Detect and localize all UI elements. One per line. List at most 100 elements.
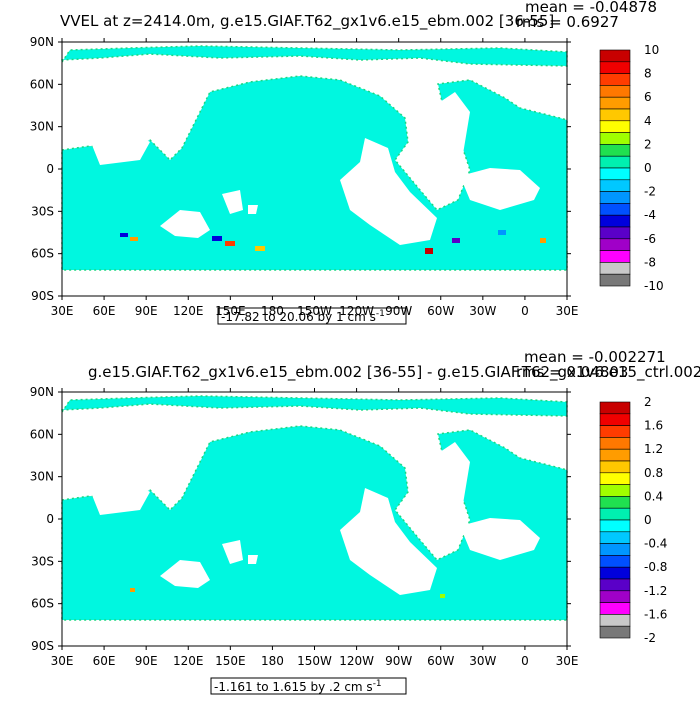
- panel-1-lon-label: 120E: [173, 304, 204, 318]
- panel-1-colorbar-swatch: [599, 108, 631, 122]
- panel-2-lat-label: 60S: [31, 597, 54, 611]
- panel-2: g.e15.GIAF.T62_gx1v6.e15_ebm.002 [36-55]…: [30, 348, 700, 695]
- panel-1-colorbar-swatch: [599, 144, 631, 157]
- panel-1-colorbar-swatch: [599, 226, 631, 240]
- panel-1-range-box: -17.82 to 20.06 by 1 cm s-1: [217, 307, 407, 325]
- panel-1-colorbar: 10 8 6 4 2 0 -2 -4 -6 -8 -10: [599, 43, 664, 293]
- panel-2-colorbar-label: 1.2: [644, 442, 663, 456]
- panel-2-lat-label: 0: [46, 512, 54, 526]
- panel-2-colorbar-label: 2: [644, 395, 652, 409]
- panel-2-colorbar-swatch: [599, 614, 631, 627]
- panel-1-lon-label: 0: [521, 304, 529, 318]
- panel-2-colorbar-swatch: [599, 448, 631, 462]
- panel-1-lon-label: 30E: [556, 304, 579, 318]
- panel-2-hotspots: [130, 588, 445, 598]
- panel-2-lon-label: 30W: [469, 654, 496, 668]
- panel-2-lon-label: 0: [521, 654, 529, 668]
- panel-1-lat-label: 60S: [31, 247, 54, 261]
- panel-1-colorbar-label: 8: [644, 67, 652, 81]
- panel-1-lon-label: 30E: [51, 304, 74, 318]
- panel-2-range-box: -1.161 to 1.615 by .2 cm s-1: [210, 677, 407, 695]
- panel-2-colorbar-swatch: [599, 625, 631, 639]
- panel-2-colorbar-swatch: [599, 519, 631, 533]
- panel-2-colorbar-swatch: [599, 413, 631, 426]
- panel-1-colorbar-label: -8: [644, 255, 656, 269]
- panel-1-colorbar-swatch: [599, 96, 631, 110]
- panel-2-colorbar-label: 1.6: [644, 419, 663, 433]
- panel-1-lat-label: 0: [46, 162, 54, 176]
- panel-2-colorbar-label: 0.8: [644, 466, 663, 480]
- panel-2-lon-label: 30E: [51, 654, 74, 668]
- panel-1-lat-label: 60N: [30, 77, 54, 91]
- panel-2-colorbar-swatch: [599, 401, 631, 415]
- panel-2-colorbar-swatch: [599, 555, 631, 568]
- panel-1-colorbar-label: 10: [644, 43, 659, 57]
- panel-1-lat-label: 90S: [31, 289, 54, 303]
- panel-2-title: g.e15.GIAF.T62_gx1v6.e15_ebm.002 [36-55]…: [88, 363, 700, 382]
- panel-1-colorbar-swatch: [599, 273, 631, 287]
- panel-1-colorbar-label: -10: [644, 279, 664, 293]
- panel-1-colorbar-swatch: [599, 203, 631, 216]
- panel-1-colorbar-swatch: [599, 49, 631, 63]
- panel-2-colorbar-label: -1.6: [644, 607, 667, 621]
- panel-2-colorbar-swatch: [599, 437, 631, 450]
- panel-2-lat-label: 90S: [31, 639, 54, 653]
- panel-2-lat-label: 30N: [30, 470, 54, 484]
- panel-2-lat-label: 30S: [31, 554, 54, 568]
- panel-2-colorbar-label: -0.4: [644, 537, 667, 551]
- panel-2-colorbar-swatch: [599, 578, 631, 592]
- panel-1-colorbar-swatch: [599, 238, 631, 251]
- panel-2-colorbar-label: 0.4: [644, 489, 663, 503]
- panel-1-rms: rms = 0.6927: [516, 13, 619, 31]
- panel-1: VVEL at z=2414.0m, g.e15.GIAF.T62_gx1v6.…: [30, 0, 664, 325]
- panel-1-lat-label: 30N: [30, 120, 54, 134]
- panel-2-lon-label: 60E: [93, 654, 116, 668]
- panel-1-colorbar-label: 4: [644, 114, 652, 128]
- panel-2-colorbar-swatch: [599, 566, 631, 580]
- panel-2-mean: mean = -0.002271: [524, 348, 666, 366]
- panel-1-lon-label: 60W: [427, 304, 454, 318]
- panel-2-lon-label: 120W: [339, 654, 374, 668]
- panel-2-colorbar-label: -1.2: [644, 584, 667, 598]
- panel-2-colorbar: 2 1.6 1.2 0.8 0.4 0 -0.4 -0.8 -1.2 -1.6 -2: [599, 395, 667, 645]
- panel-1-colorbar-swatch: [599, 262, 631, 275]
- panel-2-range-unit-exponent: -1: [373, 679, 382, 689]
- panel-2-colorbar-swatch: [599, 460, 631, 474]
- panel-1-lon-label: 30W: [469, 304, 496, 318]
- panel-2-lon-label: 30E: [556, 654, 579, 668]
- panel-2-lon-label: 90W: [385, 654, 412, 668]
- panel-1-colorbar-swatch: [599, 73, 631, 86]
- panel-2-range-text: -1.161 to 1.615 by .2 cm s-1: [214, 679, 382, 694]
- panel-2-colorbar-label: -0.8: [644, 560, 667, 574]
- panel-1-lon-label: 90E: [135, 304, 158, 318]
- panel-2-colorbar-swatch: [599, 602, 631, 615]
- panel-1-lat-label: 90N: [30, 35, 54, 49]
- panel-1-colorbar-swatch: [599, 132, 631, 145]
- panel-1-colorbar-swatch: [599, 191, 631, 204]
- panel-1-colorbar-swatch: [599, 250, 631, 263]
- panel-1-lon-label: 90W: [385, 304, 412, 318]
- panel-1-colorbar-label: 2: [644, 137, 652, 151]
- panel-1-hotspots: [120, 230, 546, 254]
- panel-1-map: [61, 41, 568, 297]
- panel-1-colorbar-label: -6: [644, 232, 656, 246]
- panel-2-colorbar-swatch: [599, 472, 631, 485]
- panel-2-colorbar-swatch: [599, 531, 631, 544]
- panel-1-colorbar-swatch: [599, 85, 631, 98]
- panel-2-lon-label: 180: [261, 654, 284, 668]
- panel-2-range-label: -1.161 to 1.615 by .2 cm s: [214, 680, 373, 694]
- panel-1-lon-label: 60E: [93, 304, 116, 318]
- panel-1-colorbar-swatch: [599, 214, 631, 228]
- panel-2-colorbar-label: 0: [644, 513, 652, 527]
- panel-1-colorbar-swatch: [599, 120, 631, 133]
- panel-1-range-unit-exponent: -1: [376, 309, 385, 319]
- panel-1-colorbar-label: -2: [644, 185, 656, 199]
- panel-2-lon-label: 150W: [297, 654, 332, 668]
- panel-2-lat-label: 90N: [30, 385, 54, 399]
- panel-1-colorbar-label: -4: [644, 208, 656, 222]
- panel-1-colorbar-swatch: [599, 61, 631, 74]
- panel-2-colorbar-swatch: [599, 425, 631, 438]
- panel-2-rms: rms = 0.04803: [516, 363, 628, 381]
